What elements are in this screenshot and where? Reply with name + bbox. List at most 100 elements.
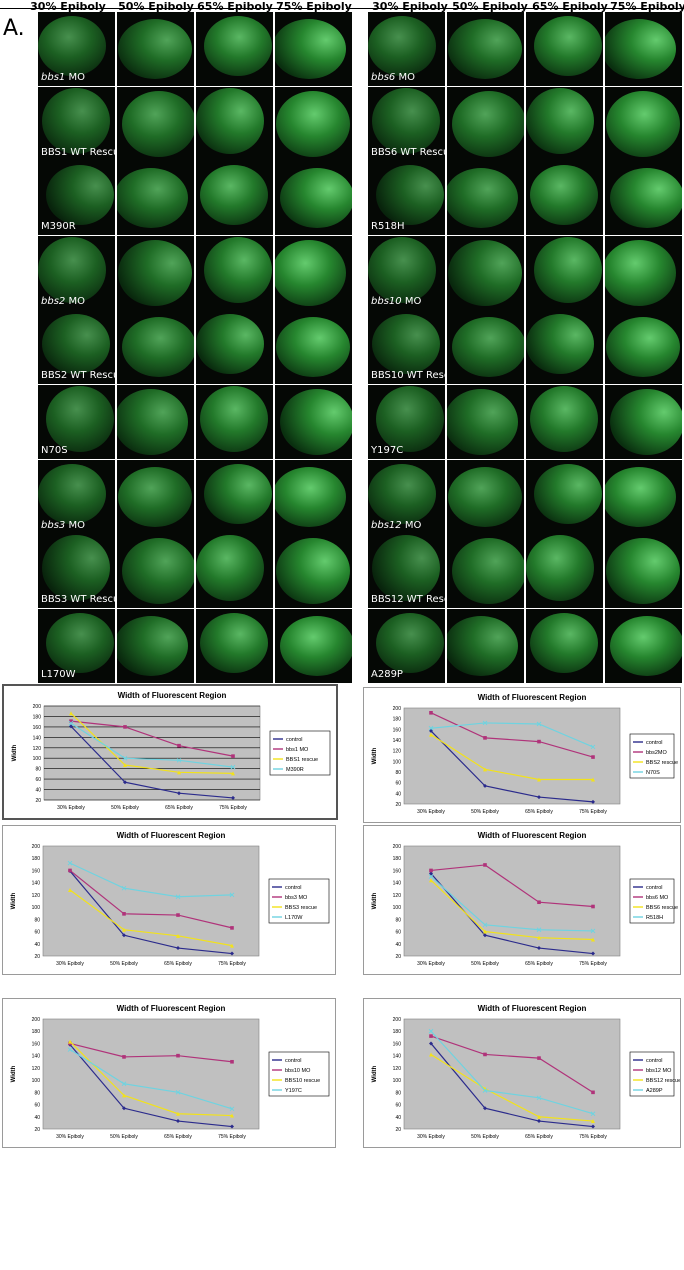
embryo-image: bbs1 MO: [38, 12, 115, 86]
chart-title: Width of Fluorescent Region: [118, 691, 227, 700]
embryo-image: [117, 86, 194, 161]
embryo-shape: [447, 615, 518, 676]
embryo-image: BBS2 WT Rescue: [38, 310, 115, 385]
embryo-image: [605, 86, 682, 161]
data-point: [230, 1059, 234, 1064]
embryo-shape: [276, 538, 350, 605]
embryo-image: [526, 235, 603, 310]
y-tick-label: 60: [34, 930, 40, 936]
embryo-image-grid-left: bbs1 MO BBS1 WT Rescue M390R bbs2 MO BBS2 WT…: [38, 12, 354, 684]
series-line: [69, 1049, 233, 1110]
y-axis-label: Width: [372, 1065, 378, 1082]
y-tick-label: 60: [395, 930, 401, 936]
y-tick-label: 120: [393, 893, 402, 899]
legend-label: control: [646, 740, 663, 746]
embryo-shape: [196, 314, 264, 375]
series-line: [69, 889, 233, 947]
y-tick-label: 160: [33, 725, 42, 731]
y-tick-label: 180: [393, 856, 402, 862]
embryo-shape: [200, 165, 268, 226]
embryo-image: bbs2 MO: [38, 235, 115, 310]
data-point: [69, 719, 73, 723]
embryo-shape: [605, 466, 676, 527]
y-tick-label: 40: [395, 791, 401, 797]
legend-label: BBS2 rescue: [646, 760, 678, 766]
embryo-image: [605, 235, 682, 310]
embryo-shape: [610, 389, 682, 455]
data-point: [483, 1052, 487, 1057]
data-point: [537, 795, 541, 800]
embryo-image: [117, 608, 194, 683]
embryo-shape: [200, 612, 268, 673]
y-tick-label: 40: [34, 942, 40, 948]
top-rule-right: [346, 8, 684, 9]
data-point: [230, 951, 234, 956]
row-label: A289P: [371, 668, 403, 680]
data-point: [482, 1088, 488, 1093]
embryo-image: [447, 12, 524, 86]
chart-title: Width of Fluorescent Region: [478, 1004, 587, 1013]
embryo-image: BBS6 WT Rescue: [368, 86, 445, 161]
embryo-image: [275, 86, 352, 161]
y-tick-label: 80: [395, 770, 401, 776]
embryo-image: [117, 161, 194, 236]
data-point: [122, 912, 126, 916]
data-point: [591, 904, 595, 909]
column-header: 75% Epiboly: [610, 0, 684, 13]
x-tick-label: 50% Epiboly: [110, 1134, 138, 1140]
y-tick-label: 20: [35, 798, 41, 804]
y-tick-label: 140: [393, 738, 402, 744]
embryo-shape: [452, 90, 524, 157]
embryo-image: [526, 86, 603, 161]
embryo-shape: [38, 463, 106, 524]
embryo-image: [526, 161, 603, 236]
data-point: [123, 780, 127, 785]
y-tick-label: 100: [32, 905, 41, 911]
x-tick-label: 65% Epiboly: [165, 805, 193, 811]
embryo-image: [526, 310, 603, 385]
series-line: [430, 1053, 594, 1122]
embryo-shape: [196, 87, 264, 154]
data-point: [176, 913, 180, 917]
plot-area: [42, 1018, 260, 1130]
embryo-image: [196, 310, 273, 385]
embryo-shape: [204, 16, 272, 76]
y-tick-label: 140: [393, 1054, 402, 1060]
y-tick-label: 180: [33, 714, 42, 720]
embryo-image: [117, 385, 194, 459]
y-tick-label: 200: [32, 1017, 41, 1023]
data-point: [67, 860, 73, 866]
data-point: [482, 922, 488, 928]
embryo-image: R518H: [368, 161, 445, 236]
column-header: 50% Epiboly: [452, 0, 528, 13]
embryo-image: [117, 12, 194, 86]
y-tick-label: 140: [33, 735, 42, 741]
data-point: [483, 736, 487, 740]
embryo-shape: [448, 239, 522, 306]
embryo-shape: [452, 317, 524, 378]
data-point: [122, 1055, 126, 1059]
legend-label: bbs10 MO: [285, 1068, 311, 1074]
embryo-shape: [122, 317, 194, 378]
series-line: [69, 869, 233, 929]
embryo-image: BBS10 WT Rescue: [368, 310, 445, 385]
x-tick-label: 75% Epiboly: [579, 809, 607, 815]
data-point: [231, 795, 235, 800]
column-header: 65% Epiboly: [197, 0, 273, 13]
legend-label: Y197C: [285, 1088, 302, 1094]
row-label: BBS12 WT Rescue: [371, 594, 445, 606]
plot-area: [403, 845, 621, 957]
series-line: [69, 870, 233, 955]
legend-label: BBS6 rescue: [646, 905, 678, 911]
x-tick-label: 65% Epiboly: [164, 1134, 192, 1140]
data-point: [428, 1028, 434, 1034]
data-point: [176, 1053, 180, 1058]
y-tick-label: 160: [393, 727, 402, 733]
embryo-image: [447, 161, 524, 236]
series-line: [69, 862, 233, 898]
y-tick-label: 80: [35, 767, 41, 773]
chart-title: Width of Fluorescent Region: [117, 831, 226, 840]
y-tick-label: 120: [393, 1066, 402, 1072]
embryo-image: bbs10 MO: [368, 235, 445, 310]
data-point: [429, 732, 433, 737]
